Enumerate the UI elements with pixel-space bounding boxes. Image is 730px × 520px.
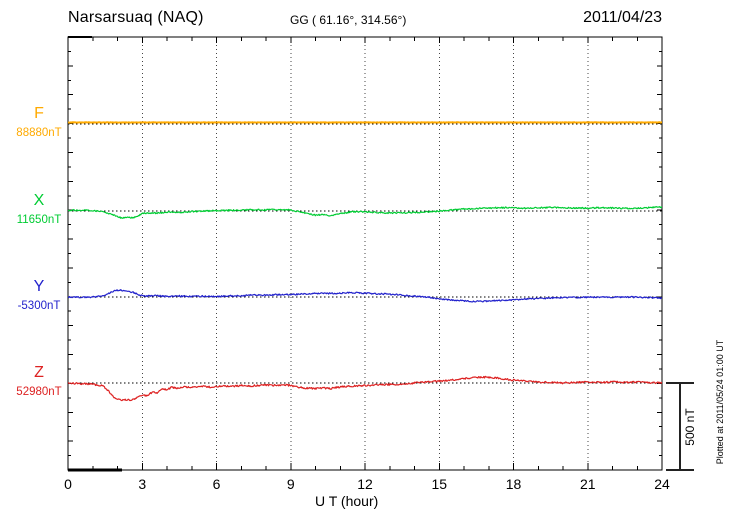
x-axis-title: U T (hour) <box>315 493 379 509</box>
x-tick-label: 12 <box>357 476 373 492</box>
x-tick-label: 21 <box>579 476 596 492</box>
x-tick-label: 9 <box>286 476 295 492</box>
channel-baseline-y: -5300nT <box>17 300 61 312</box>
x-tick-label: 6 <box>212 476 221 492</box>
channel-baseline-z: 52980nT <box>16 386 62 398</box>
coordinates-label: GG ( 61.16°, 314.56°) <box>290 13 407 27</box>
channel-baseline-x: 11650nT <box>16 214 62 226</box>
channel-label-y: Y <box>33 278 45 295</box>
channel-label-x: X <box>33 192 45 209</box>
x-tick-label: 18 <box>505 476 522 492</box>
date-label: 2011/04/23 <box>583 9 662 26</box>
channel-label-z: Z <box>34 364 44 381</box>
x-tick-label: 15 <box>431 476 448 492</box>
x-tick-label: 24 <box>654 476 670 492</box>
trace-x <box>68 205 662 219</box>
trace-z <box>68 375 662 402</box>
trace-y <box>68 289 662 303</box>
plotted-at-label: Plotted at 2011/05/24 01:00 UT <box>715 339 725 465</box>
channel-baseline-f: 88880nT <box>16 127 62 139</box>
channel-label-f: F <box>34 105 44 122</box>
x-tick-label: 3 <box>138 476 147 492</box>
station-title: Narsarsuaq (NAQ) <box>68 9 204 26</box>
scale-bar-label: 500 nT <box>683 408 697 446</box>
x-tick-label: 0 <box>64 476 72 492</box>
